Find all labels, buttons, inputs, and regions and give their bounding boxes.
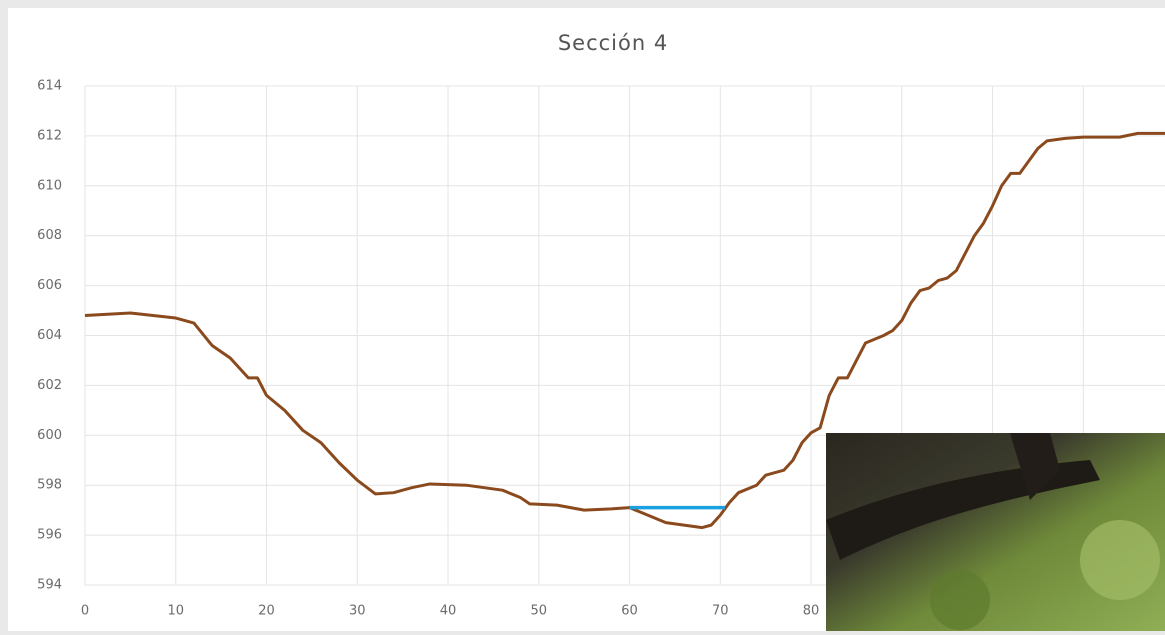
- y-tick-label: 594: [37, 578, 62, 593]
- x-tick-label: 60: [621, 604, 638, 619]
- chart-title: Sección 4: [558, 31, 668, 55]
- series-line: [84, 131, 1165, 530]
- y-tick-label: 606: [37, 278, 62, 293]
- y-tick-label: 612: [37, 128, 62, 143]
- y-tick-label: 614: [37, 79, 62, 94]
- x-tick-label: 20: [258, 604, 275, 619]
- x-tick-label: 50: [531, 604, 548, 619]
- y-tick-label: 598: [37, 478, 62, 493]
- x-tick-label: 40: [440, 604, 457, 619]
- x-tick-label: 80: [803, 604, 820, 619]
- y-tick-label: 608: [37, 228, 62, 243]
- x-tick-label: 30: [349, 604, 366, 619]
- y-tick-label: 600: [37, 428, 62, 443]
- photo-overlay: [826, 433, 1165, 631]
- x-tick-label: 10: [167, 604, 184, 619]
- y-tick-label: 596: [37, 528, 62, 543]
- y-tick-label: 602: [37, 378, 62, 393]
- x-tick-label: 70: [712, 604, 729, 619]
- x-tick-label: 0: [81, 604, 89, 619]
- y-tick-label: 604: [37, 328, 62, 343]
- y-tick-label: 610: [37, 178, 62, 193]
